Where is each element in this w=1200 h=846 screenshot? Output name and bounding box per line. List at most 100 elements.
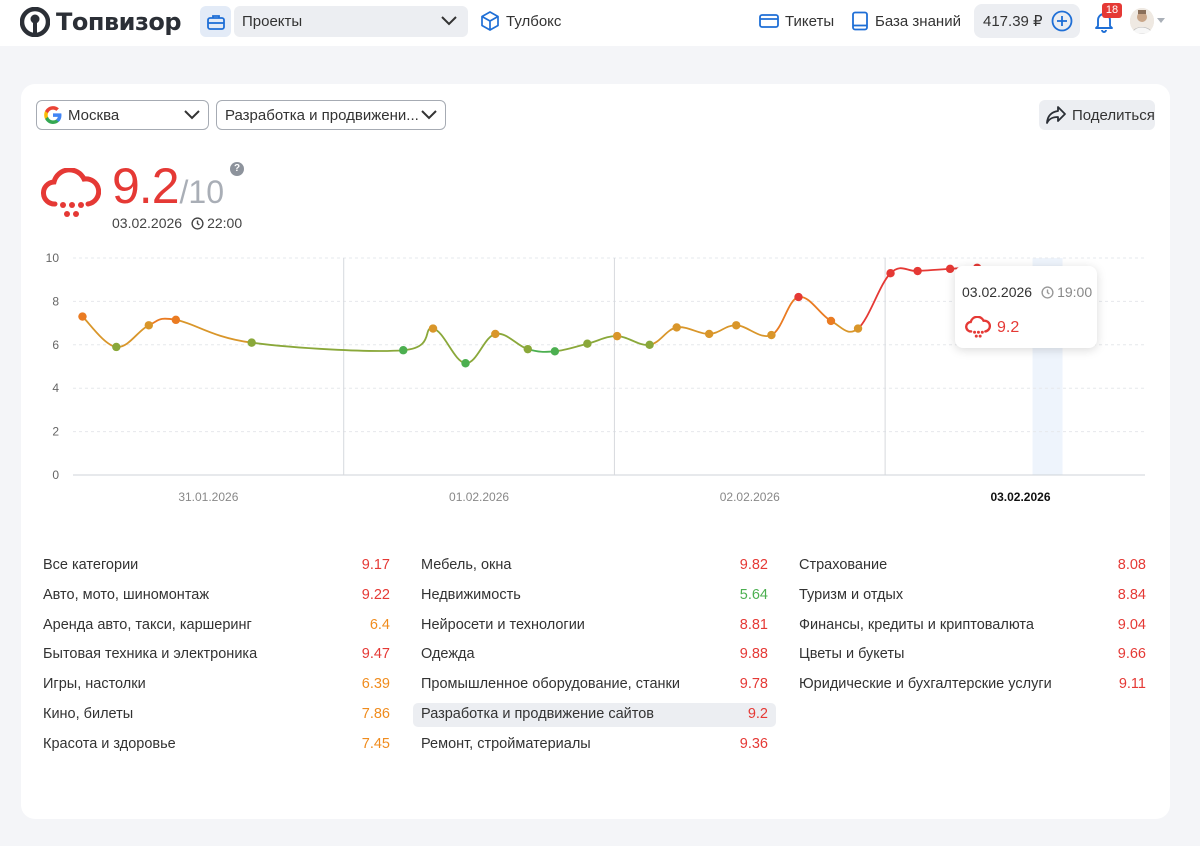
categories-column-3: Страхование 8.08 Туризм и отдых 8.84 Финансы… xyxy=(791,554,1154,703)
category-name: Авто, мото, шиномонтаж xyxy=(43,586,210,603)
data-point xyxy=(826,316,836,326)
category-row[interactable]: Кино, билеты 7.86 xyxy=(35,703,398,727)
logo[interactable]: Топвизор xyxy=(20,5,182,39)
data-point xyxy=(523,344,532,354)
knowledge-base-label: База знаний xyxy=(875,12,961,30)
category-row[interactable]: Аренда авто, такси, каршеринг 6.4 xyxy=(35,614,398,638)
category-row[interactable]: Промышленное оборудование, станки 9.78 xyxy=(413,673,776,697)
category-value: 5.64 xyxy=(739,586,768,603)
category-value: 9.66 xyxy=(1117,646,1146,663)
categories-column-2: Мебель, окна 9.82 Недвижимость 5.64 Нейросет… xyxy=(413,554,776,763)
user-menu-chevron-icon[interactable] xyxy=(1157,18,1165,23)
series-line-segment xyxy=(587,335,618,345)
y-tick-label: 8 xyxy=(52,294,59,308)
chevron-down-icon xyxy=(421,110,437,120)
category-row[interactable]: Авто, мото, шиномонтаж 9.22 xyxy=(35,584,398,608)
category-row[interactable]: Все категории 9.17 xyxy=(35,554,398,578)
series-line-segment xyxy=(770,296,799,336)
category-row[interactable]: Туризм и отдых 8.84 xyxy=(791,584,1154,608)
top-bar: Топвизор Проекты Тулбокс Тикеты xyxy=(0,0,1200,46)
data-point xyxy=(491,329,500,339)
balance-widget[interactable]: 417.39 ₽ xyxy=(974,4,1080,38)
tickets-link[interactable]: Тикеты xyxy=(759,9,834,33)
category-name: Нейросети и технологии xyxy=(421,616,585,633)
category-value: 9.88 xyxy=(739,646,768,663)
category-name: Финансы, кредиты и криптовалюта xyxy=(799,616,1034,633)
category-row[interactable]: Страхование 8.08 xyxy=(791,554,1154,578)
data-point xyxy=(732,321,741,330)
data-point xyxy=(247,338,256,347)
toolbox-link[interactable]: Тулбокс xyxy=(480,9,561,33)
category-value: 8.08 xyxy=(1117,557,1146,573)
x-tick-label: 03.02.2026 xyxy=(990,490,1050,504)
series-line-segment xyxy=(251,341,404,352)
category-row[interactable]: Нейросети и технологии 8.81 xyxy=(413,614,776,638)
score-value: 9.2 xyxy=(112,158,180,214)
category-value: 9.78 xyxy=(739,676,768,693)
clock-icon xyxy=(1041,285,1054,299)
region-selector[interactable]: Москва xyxy=(36,100,209,130)
tooltip-timestamp: 03.02.2026 19:00 xyxy=(962,284,1092,300)
data-point xyxy=(612,331,622,341)
category-value: 9.82 xyxy=(739,557,768,573)
help-icon[interactable]: ? xyxy=(230,162,244,176)
tickets-label: Тикеты xyxy=(785,12,835,30)
storm-cloud-icon xyxy=(41,168,101,217)
series-line-segment xyxy=(495,332,529,351)
tooltip-date: 03.02.2026 xyxy=(962,284,1033,300)
categories-list: Все категории 9.17 Авто, мото, шиномонтаж 9… xyxy=(35,554,1155,754)
category-value: 9.22 xyxy=(361,586,390,603)
category-name: Юридические и бухгалтерские услуги xyxy=(799,676,1052,693)
series-line-segment xyxy=(432,327,466,365)
category-value: 7.45 xyxy=(361,735,390,752)
category-row[interactable]: Игры, настолки 6.39 xyxy=(35,673,398,697)
x-tick-label: 02.02.2026 xyxy=(720,490,780,504)
category-row[interactable]: Цветы и букеты 9.66 xyxy=(791,643,1154,667)
category-name: Игры, настолки xyxy=(43,676,146,693)
project-selector[interactable]: Проекты xyxy=(234,6,468,37)
series-line-segment xyxy=(709,324,737,335)
knowledge-base-link[interactable]: База знаний xyxy=(851,9,961,33)
category-row[interactable]: Юридические и бухгалтерские услуги 9.11 xyxy=(791,673,1154,697)
category-row[interactable]: Ремонт, стройматериалы 9.36 xyxy=(413,733,776,757)
category-row[interactable]: Недвижимость 5.64 xyxy=(413,584,776,608)
category-name: Одежда xyxy=(421,646,475,663)
category-row[interactable]: Финансы, кредиты и криптовалюта 9.04 xyxy=(791,614,1154,638)
rating-card: Москва Разработка и продвижени... Подели… xyxy=(21,84,1170,819)
series-line-segment xyxy=(617,335,650,346)
category-name: Мебель, окна xyxy=(421,557,512,573)
category-selector-label: Разработка и продвижени... xyxy=(225,106,419,124)
data-point xyxy=(144,321,153,330)
category-row[interactable]: Бытовая техника и электроника 9.47 xyxy=(35,643,398,667)
tooltip-value: 9.2 xyxy=(997,319,1020,336)
score-max: /10 xyxy=(179,174,224,210)
plus-circle-icon[interactable] xyxy=(1051,10,1073,32)
tooltip-value-row: 9.2 xyxy=(965,316,1019,340)
avatar[interactable] xyxy=(1130,8,1154,34)
y-tick-label: 4 xyxy=(52,381,59,395)
chevron-down-icon xyxy=(184,110,200,120)
series-line-segment xyxy=(81,315,117,348)
series-line-segment xyxy=(857,272,892,330)
data-point xyxy=(704,329,714,339)
category-selector[interactable]: Разработка и продвижени... xyxy=(216,100,446,130)
series-line-segment xyxy=(465,333,496,365)
balance-value: 417.39 ₽ xyxy=(983,13,1043,30)
score-timestamp: 03.02.2026 22:00 xyxy=(112,215,242,231)
data-point xyxy=(794,292,803,302)
category-row[interactable]: Красота и здоровье 7.45 xyxy=(35,733,398,757)
category-row[interactable]: Одежда 9.88 xyxy=(413,643,776,667)
y-tick-label: 0 xyxy=(52,468,59,482)
series-line-segment xyxy=(830,320,859,333)
projects-icon-button[interactable] xyxy=(200,6,231,37)
envelope-icon xyxy=(759,14,779,28)
x-tick-label: 01.02.2026 xyxy=(449,490,509,504)
category-value: 6.39 xyxy=(361,676,390,693)
category-row[interactable]: Мебель, окна 9.82 xyxy=(413,554,776,578)
share-button[interactable]: Поделиться xyxy=(1039,100,1155,130)
category-row[interactable]: Разработка и продвижение сайтов 9.2 xyxy=(413,702,776,727)
category-name: Страхование xyxy=(799,557,888,573)
share-arrow-icon xyxy=(1046,106,1066,124)
rating-line-chart[interactable]: 0 2 4 6 8 10 31.01.2026 01.02.2026 02.02.2026 03.… xyxy=(21,244,1170,514)
data-point xyxy=(550,347,560,356)
